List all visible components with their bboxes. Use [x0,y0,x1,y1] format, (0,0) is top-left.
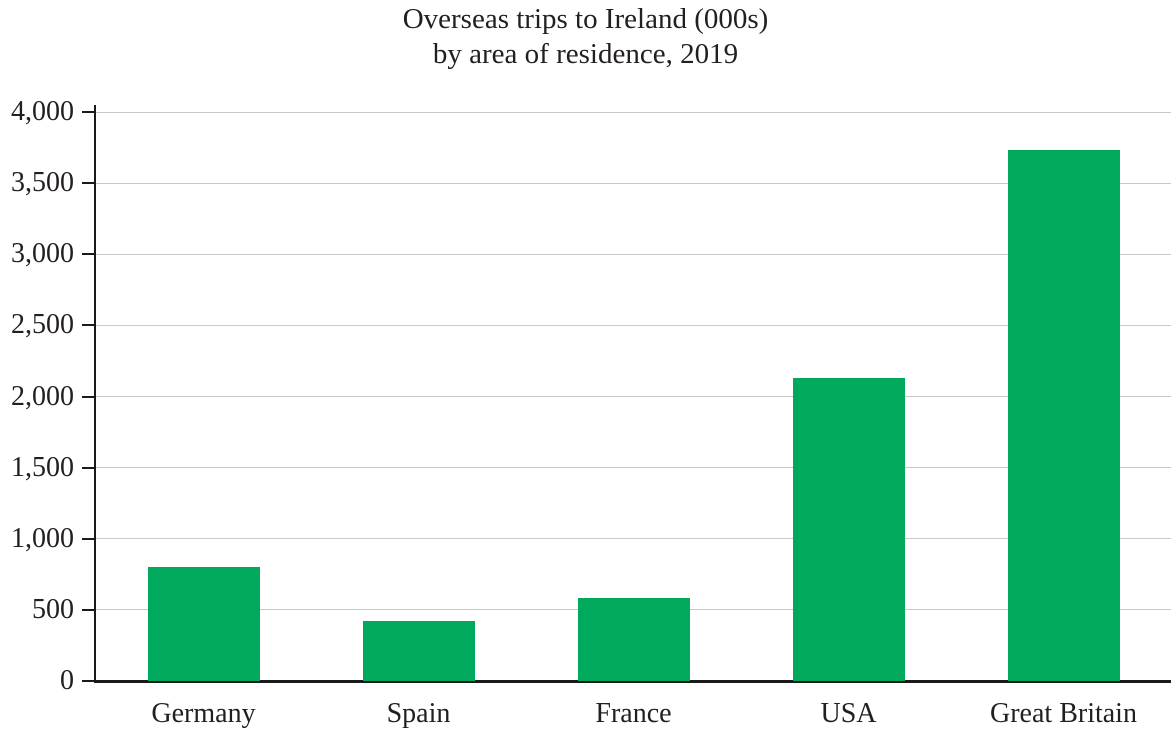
gridline [96,111,1171,113]
bar-spain [362,621,475,681]
x-category-label-spain: Spain [386,698,451,729]
x-category-label-france: France [595,698,672,729]
y-tick [82,608,96,611]
x-axis [94,680,1171,683]
gridline [96,396,1171,397]
y-tick [82,537,96,540]
y-tick [82,680,96,682]
bar-france [577,598,690,681]
x-category-label-great-britain: Great Britain [990,698,1137,729]
x-category-label-usa: USA [820,698,877,729]
y-tick-label: 2,500 [11,309,74,341]
y-tick-label: 3,500 [11,167,74,199]
y-tick-label: 1,500 [11,451,74,483]
y-tick [82,324,96,327]
y-tick-label: 1,000 [11,522,74,554]
y-tick [82,253,96,256]
y-tick-label: 3,000 [11,238,74,270]
gridline [96,253,1171,255]
bar-great-britain [1007,150,1120,681]
chart-title-line-1: Overseas trips to Ireland (000s) [402,3,769,35]
chart-title: Overseas trips to Ireland (000s) by area… [0,2,1171,72]
y-tick-label: 4,000 [11,96,74,127]
y-tick [82,111,96,113]
y-axis [94,105,96,683]
chart-title-line-2: by area of residence, 2019 [432,38,739,70]
gridline [96,538,1171,540]
y-tick [82,395,96,398]
y-tick [82,182,96,185]
gridline [96,467,1171,469]
x-category-label-germany: Germany [151,698,256,729]
bar-usa [792,378,905,681]
y-tick-label: 0 [60,665,74,696]
bar-germany [147,567,260,681]
y-tick [82,466,96,469]
y-tick-label: 2,000 [11,380,74,412]
y-tick-label: 500 [32,593,74,625]
gridline [96,324,1171,326]
gridline [96,182,1171,184]
